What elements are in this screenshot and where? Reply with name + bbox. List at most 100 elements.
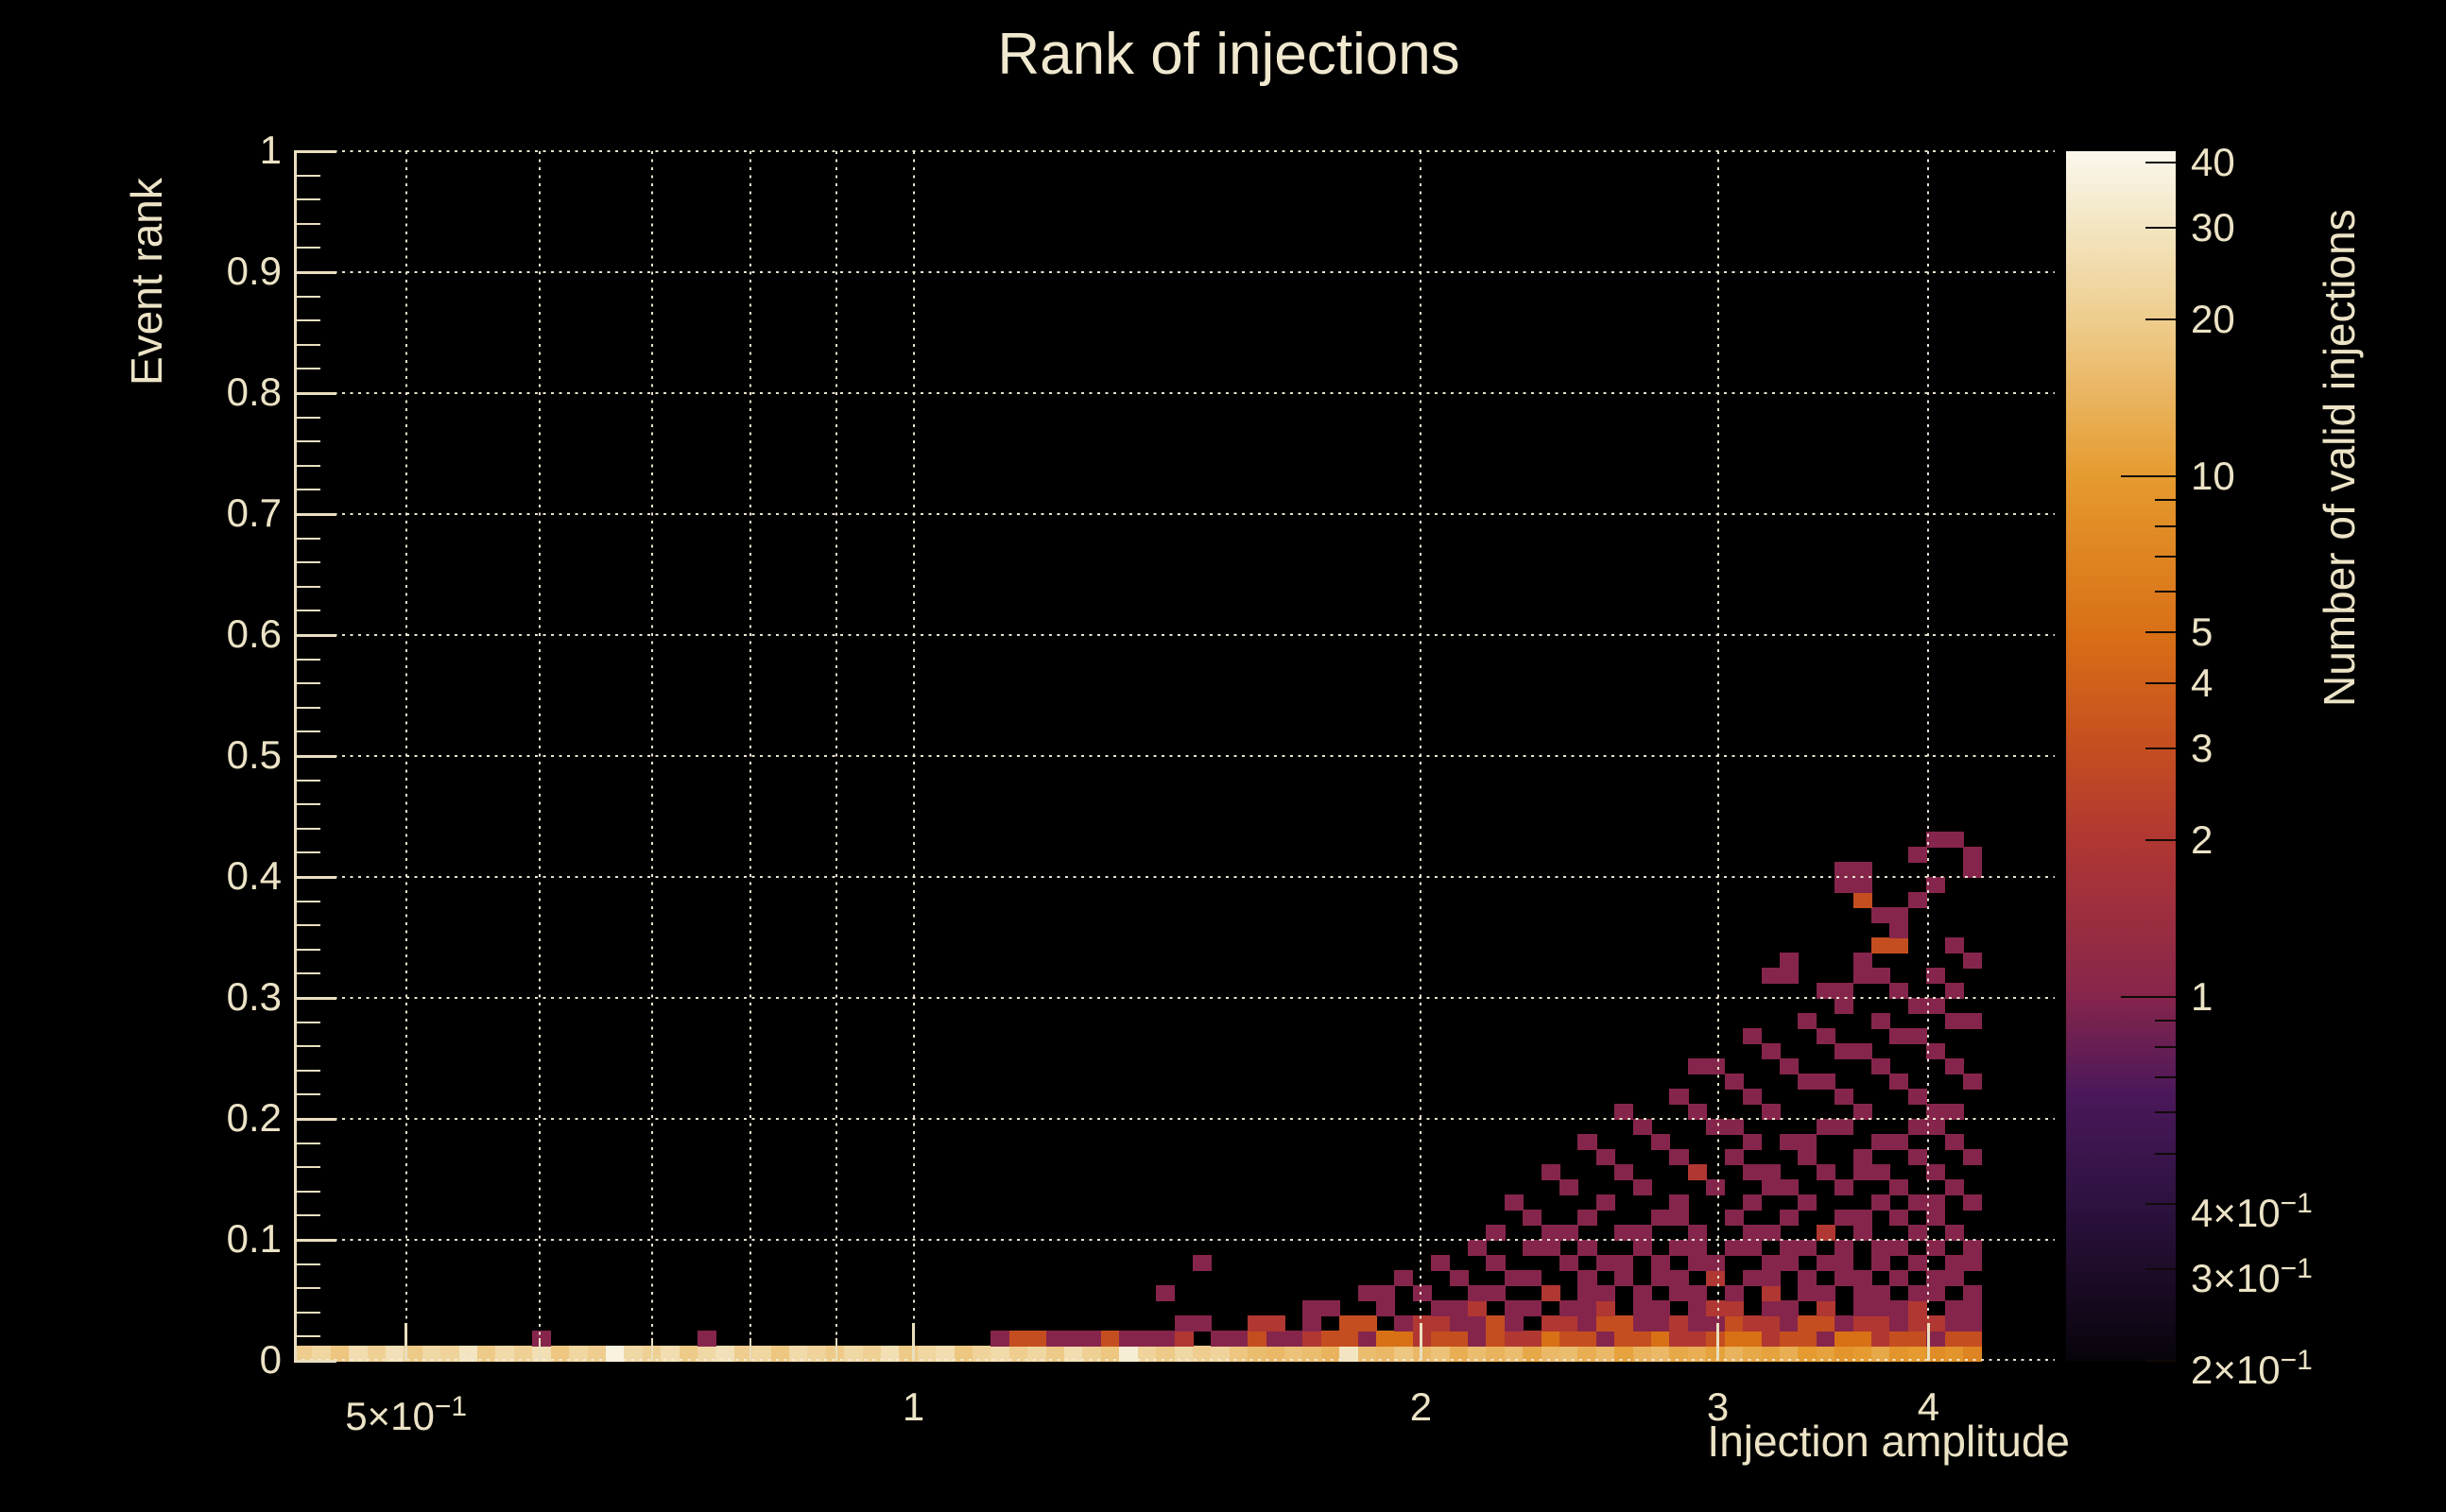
heatmap-cell: [1523, 1346, 1542, 1362]
heatmap-cell: [1798, 1315, 1835, 1332]
x-axis-baseline: [294, 1359, 2055, 1361]
heatmap-cell: [1889, 922, 1909, 938]
heatmap-cell: [1907, 1089, 1927, 1105]
heatmap-cell: [1559, 1331, 1597, 1347]
y-gridline: [294, 997, 2055, 999]
heatmap-cell: [1852, 1104, 1872, 1120]
heatmap-cell: [1394, 1346, 1414, 1362]
heatmap-cell: [1632, 1346, 1652, 1362]
heatmap-cell: [1211, 1331, 1249, 1347]
heatmap-cell: [367, 1346, 387, 1362]
x-major-tick: [1926, 1323, 1930, 1361]
heatmap-cell: [1834, 1210, 1872, 1226]
y-gridline: [294, 1239, 2055, 1241]
heatmap-cell: [1834, 1315, 1854, 1332]
heatmap-cell: [1468, 1285, 1506, 1301]
heatmap-cell: [1761, 1346, 1781, 1362]
heatmap-cell: [1870, 1240, 1909, 1256]
heatmap-cell: [1595, 1149, 1615, 1165]
colorbar-tick: [2155, 1019, 2176, 1022]
heatmap-cell: [1852, 892, 1872, 908]
y-major-tick: [294, 875, 336, 879]
heatmap-cell: [1852, 1346, 1872, 1362]
heatmap-cell: [1816, 1255, 1854, 1271]
y-tick-label: 0.3: [226, 974, 282, 1019]
heatmap-cell: [1595, 1300, 1615, 1316]
heatmap-cell: [1852, 1315, 1891, 1332]
heatmap-cell: [1743, 1089, 1763, 1105]
x-gridline: [749, 151, 751, 1361]
heatmap-cell: [1870, 937, 1909, 954]
heatmap-cell: [1266, 1346, 1285, 1362]
heatmap-cell: [990, 1346, 1010, 1362]
heatmap-cell: [1541, 1164, 1560, 1180]
heatmap-cell: [1944, 1346, 1964, 1362]
x-gridline: [405, 151, 407, 1361]
heatmap-cell: [1724, 1074, 1744, 1090]
heatmap-cell: [330, 1346, 350, 1362]
y-minor-tick: [294, 1069, 320, 1072]
heatmap-cell: [1724, 1315, 1744, 1332]
x-major-tick: [912, 1323, 916, 1361]
x-major-tick: [1419, 1323, 1422, 1361]
heatmap-cell: [1798, 1074, 1835, 1090]
heatmap-cell: [1724, 1331, 1763, 1347]
heatmap-cell: [1595, 1255, 1634, 1271]
colorbar-tick: [2155, 498, 2176, 501]
heatmap-cell: [1779, 953, 1799, 969]
heatmap-cell: [1248, 1315, 1285, 1332]
heatmap-cell: [1962, 1240, 1983, 1256]
x-axis-title: Injection amplitude: [1707, 1417, 2070, 1466]
x-gridline: [1716, 151, 1719, 1361]
heatmap-cell: [1687, 1104, 1707, 1120]
heatmap-cell: [1651, 1346, 1671, 1362]
heatmap-cell: [1687, 1346, 1707, 1362]
heatmap-cell: [881, 1346, 901, 1362]
heatmap-cell: [1852, 1164, 1891, 1180]
heatmap-cell: [1852, 1225, 1872, 1241]
heatmap-cell: [1962, 953, 1983, 969]
heatmap-cell: [1008, 1346, 1028, 1362]
heatmap-cell: [1816, 983, 1854, 999]
heatmap-cell: [1870, 1331, 1891, 1347]
heatmap-cell: [1798, 1149, 1817, 1165]
x-major-tick: [1716, 1323, 1720, 1361]
y-minor-tick: [294, 827, 320, 830]
heatmap-cell: [1541, 1285, 1560, 1301]
y-minor-tick: [294, 610, 320, 612]
y-minor-tick: [294, 319, 320, 322]
x-gridline: [1927, 151, 1930, 1361]
heatmap-cell: [1834, 1043, 1872, 1059]
heatmap-cell: [1632, 1240, 1652, 1256]
heatmap-cell: [1248, 1346, 1267, 1362]
x-gridline: [912, 151, 915, 1361]
y-minor-tick: [294, 706, 320, 709]
heatmap-cell: [1449, 1315, 1488, 1332]
heatmap-cell: [1944, 1058, 1964, 1074]
y-minor-tick: [294, 174, 320, 177]
colorbar-tick: [2155, 1046, 2176, 1049]
heatmap-cell: [1614, 1225, 1652, 1241]
heatmap-cell: [1816, 1225, 1835, 1241]
y-minor-tick: [294, 1311, 320, 1314]
heatmap-cell: [1468, 1346, 1488, 1362]
heatmap-cell: [807, 1346, 827, 1362]
y-minor-tick: [294, 803, 320, 806]
colorbar-tick-label: 3: [2191, 725, 2213, 770]
heatmap-cell: [1614, 1346, 1634, 1362]
y-minor-tick: [294, 1166, 320, 1169]
heatmap-cell: [1431, 1346, 1451, 1362]
heatmap-cell: [1798, 1270, 1817, 1286]
heatmap-cell: [1577, 1315, 1597, 1332]
heatmap-cell: [1008, 1331, 1047, 1347]
heatmap-cell: [1834, 1179, 1854, 1195]
heatmap-cell: [1651, 1210, 1689, 1226]
heatmap-cell: [1577, 1210, 1597, 1226]
heatmap-cell: [917, 1346, 937, 1362]
heatmap-cell: [1907, 1315, 1946, 1332]
heatmap-cell: [1870, 1346, 1891, 1362]
heatmap-cell: [1706, 1346, 1726, 1362]
heatmap-cell: [1944, 937, 1964, 954]
heatmap-cell: [1449, 1346, 1469, 1362]
y-tick-label: 0.4: [226, 853, 282, 898]
